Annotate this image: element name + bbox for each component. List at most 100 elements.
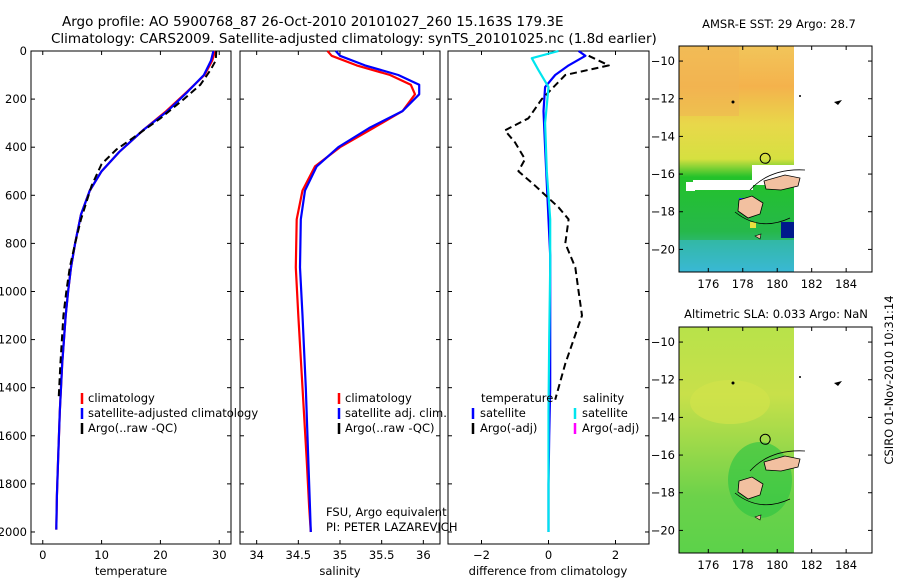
series-line-salinity-satellite [530, 49, 559, 532]
y-tick-label: 1200 [0, 333, 27, 347]
x-tick-label: 34.5 [286, 548, 312, 562]
map-x-tick-label: 182 [801, 558, 823, 572]
salinity-panel: 34 34.5 35 35.5 36 [240, 50, 440, 562]
x-tick-label: 36 [416, 548, 431, 562]
small-island [799, 95, 801, 97]
difference-panel: −2 0 2 [448, 49, 649, 562]
salinity-axes [239, 50, 441, 545]
sst-cloud-gap [686, 182, 695, 191]
viti-levu-island [737, 476, 764, 500]
sla-high-patch [690, 380, 770, 424]
map-y-tick-label: −16 [651, 448, 675, 462]
small-island [754, 233, 762, 240]
small-island [731, 100, 735, 104]
map-x-tick-label: 176 [697, 558, 719, 572]
series-line-satellite-adj-clim- [298, 50, 421, 533]
pi-annotation: PI: PETER LAZAREVICH [326, 520, 457, 534]
y-tick-label: 0 [20, 44, 27, 58]
sst-map-ticks: 176 178 180 182 184 −10 −12 −14 −16 −18 −20 [651, 46, 872, 291]
y-tick-label: 1600 [0, 429, 27, 443]
sst-cloud-gap [693, 180, 753, 190]
legend-label-temp-argo: Argo(-adj) [480, 421, 537, 435]
map-x-tick-label: 176 [697, 277, 719, 291]
map-y-tick-label: −10 [651, 54, 675, 68]
vanua-levu-island [763, 455, 801, 472]
sla-field [679, 327, 794, 553]
legend-label-satellite: satellite-adjusted climatology [88, 406, 258, 420]
reef-outline [749, 169, 806, 191]
sla-map [678, 326, 873, 554]
sst-warm-cell [750, 222, 756, 228]
legend-label-sal-argo: Argo(-adj) [582, 421, 639, 435]
title-line-2: Climatology: CARS2009. Satellite-adjuste… [51, 31, 657, 47]
legend-label-argo: Argo(..raw -QC) [88, 421, 178, 435]
map-y-tick-label: −14 [651, 129, 675, 143]
reef-outline [734, 492, 791, 506]
x-tick-label: 0 [545, 548, 552, 562]
argo-position-marker [759, 152, 771, 164]
map-x-tick-label: 180 [766, 277, 788, 291]
map-x-tick-label: 178 [732, 277, 754, 291]
footer-stamp: CSIRO 01-Nov-2010 10:31:14 [882, 295, 896, 464]
small-island [799, 376, 801, 378]
map-x-tick-label: 180 [766, 558, 788, 572]
small-island [834, 381, 842, 386]
map-x-tick-label: 178 [732, 558, 754, 572]
x-tick-label: 2 [612, 548, 619, 562]
legend-title-salinity: salinity [583, 391, 624, 405]
legend-label-sal-satellite: satellite [582, 406, 628, 420]
sla-low-patch [728, 442, 792, 518]
sst-warm-patch [679, 46, 739, 116]
series-line-argo-raw-qc- [57, 50, 218, 400]
series-line-climatology [55, 50, 217, 530]
series-line-temperature-argo-adj- [503, 54, 610, 400]
sst-map-title: AMSR-E SST: 29 Argo: 28.7 [702, 17, 856, 31]
difference-legend: temperature satellite Argo(-adj) salinit… [471, 391, 639, 435]
x-tick-label: 35.5 [369, 548, 395, 562]
sla-map-ticks: 176 178 180 182 184 −10 −12 −14 −16 −18 −20 [651, 327, 872, 572]
series-line-temperature-satellite [542, 50, 587, 532]
y-tick-label: 200 [5, 92, 27, 106]
y-tick-label: 600 [5, 188, 27, 202]
y-tick-label: 2000 [0, 525, 27, 539]
difference-xlabel: difference from climatology [469, 564, 628, 578]
viti-levu-island [737, 195, 764, 219]
legend-label-temp-satellite: satellite [480, 406, 526, 420]
x-tick-label: 10 [94, 548, 109, 562]
series-line-satellite-adjusted-climatology [55, 50, 215, 530]
y-tick-label: 1400 [0, 381, 27, 395]
argo-position-marker [759, 433, 771, 445]
map-x-tick-label: 184 [835, 277, 857, 291]
map-y-tick-label: −18 [651, 205, 675, 219]
y-tick-label: 400 [5, 140, 27, 154]
map-y-tick-label: −12 [651, 92, 675, 106]
x-tick-label: −2 [473, 548, 490, 562]
map-y-tick-label: −20 [651, 523, 675, 537]
map-y-tick-label: −12 [651, 373, 675, 387]
sla-map-title: Altimetric SLA: 0.033 Argo: NaN [684, 307, 868, 321]
map-y-tick-label: −16 [651, 167, 675, 181]
salinity-xlabel: salinity [319, 564, 360, 578]
x-tick-label: 30 [212, 548, 227, 562]
map-x-tick-label: 184 [835, 558, 857, 572]
sst-south-band [679, 240, 794, 272]
y-tick-label: 1000 [0, 284, 27, 298]
map-y-tick-label: −10 [651, 335, 675, 349]
small-island [834, 100, 842, 105]
y-tick-label: 1800 [0, 477, 27, 491]
data-center-annotation: FSU, Argo equivalent [326, 505, 447, 519]
title-line-1: Argo profile: AO 5900768_87 26-Oct-2010 … [62, 14, 564, 30]
temperature-legend: climatology satellite-adjusted climatolo… [80, 391, 258, 435]
series-line-climatology [294, 50, 417, 533]
x-tick-label: 34 [249, 548, 264, 562]
reef-outline [734, 211, 791, 225]
temperature-axes [30, 50, 232, 545]
sla-axes-frame [678, 326, 873, 554]
legend-label-climatology: climatology [345, 391, 412, 405]
y-tick-label: 800 [5, 236, 27, 250]
sst-map [678, 45, 873, 273]
x-tick-label: 35 [333, 548, 348, 562]
legend-label-satellite: satellite adj. clim. [345, 406, 447, 420]
sst-land-mask-cell [781, 222, 794, 238]
